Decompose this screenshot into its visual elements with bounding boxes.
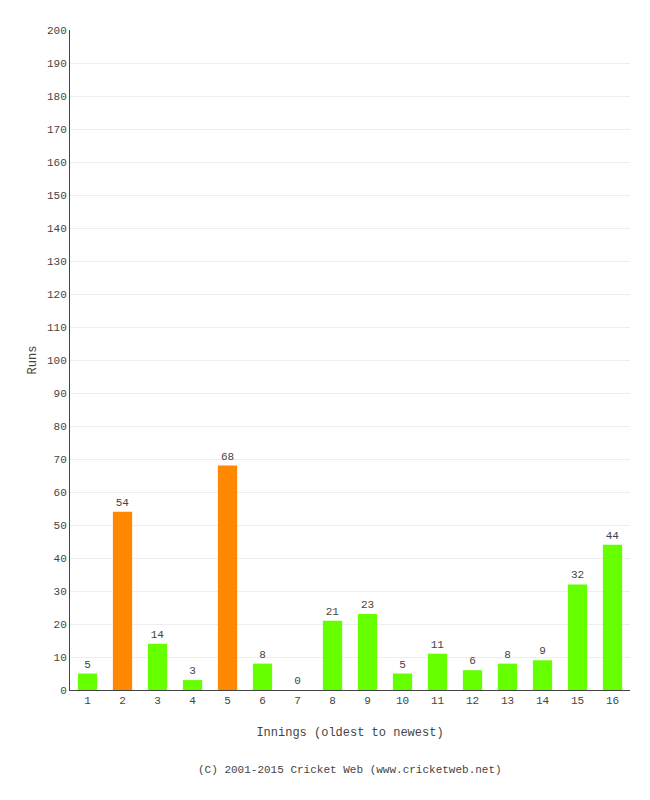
- svg-text:15: 15: [571, 695, 584, 707]
- svg-text:8: 8: [259, 649, 266, 661]
- svg-text:3: 3: [189, 665, 196, 677]
- svg-text:50: 50: [54, 520, 67, 532]
- svg-text:80: 80: [54, 421, 67, 433]
- svg-text:120: 120: [47, 289, 67, 301]
- svg-text:190: 190: [47, 58, 67, 70]
- svg-text:10: 10: [54, 652, 67, 664]
- svg-text:14: 14: [151, 629, 165, 641]
- svg-text:140: 140: [47, 223, 67, 235]
- svg-text:5: 5: [224, 695, 231, 707]
- svg-text:4: 4: [189, 695, 196, 707]
- svg-text:0: 0: [60, 685, 67, 697]
- svg-text:Innings (oldest to newest): Innings (oldest to newest): [256, 726, 443, 740]
- svg-text:8: 8: [504, 649, 511, 661]
- svg-text:150: 150: [47, 190, 67, 202]
- svg-text:11: 11: [431, 639, 445, 651]
- svg-text:10: 10: [396, 695, 409, 707]
- svg-text:23: 23: [361, 599, 374, 611]
- svg-text:44: 44: [606, 530, 620, 542]
- svg-text:8: 8: [329, 695, 336, 707]
- svg-text:60: 60: [54, 487, 67, 499]
- svg-text:100: 100: [47, 355, 67, 367]
- svg-text:20: 20: [54, 619, 67, 631]
- svg-text:6: 6: [469, 655, 476, 667]
- svg-text:0: 0: [294, 675, 301, 687]
- svg-text:13: 13: [501, 695, 514, 707]
- svg-text:2: 2: [119, 695, 126, 707]
- svg-text:54: 54: [116, 497, 130, 509]
- svg-text:9: 9: [539, 645, 546, 657]
- svg-text:130: 130: [47, 256, 67, 268]
- svg-text:9: 9: [364, 695, 371, 707]
- svg-text:110: 110: [47, 322, 67, 334]
- svg-text:11: 11: [431, 695, 445, 707]
- svg-text:1: 1: [84, 695, 91, 707]
- svg-text:30: 30: [54, 586, 67, 598]
- svg-text:16: 16: [606, 695, 619, 707]
- svg-text:7: 7: [294, 695, 301, 707]
- svg-text:3: 3: [154, 695, 161, 707]
- svg-text:180: 180: [47, 91, 67, 103]
- svg-text:5: 5: [84, 659, 91, 671]
- svg-text:21: 21: [326, 606, 340, 618]
- svg-text:(C) 2001-2015 Cricket Web (www: (C) 2001-2015 Cricket Web (www.cricketwe…: [198, 764, 502, 776]
- svg-text:Runs: Runs: [26, 346, 40, 375]
- svg-text:5: 5: [399, 659, 406, 671]
- svg-text:68: 68: [221, 451, 234, 463]
- svg-text:90: 90: [54, 388, 67, 400]
- svg-text:14: 14: [536, 695, 550, 707]
- svg-text:40: 40: [54, 553, 67, 565]
- svg-text:160: 160: [47, 157, 67, 169]
- svg-text:12: 12: [466, 695, 479, 707]
- svg-text:6: 6: [259, 695, 266, 707]
- svg-text:170: 170: [47, 124, 67, 136]
- svg-text:70: 70: [54, 454, 67, 466]
- svg-text:32: 32: [571, 569, 584, 581]
- svg-text:200: 200: [47, 25, 67, 37]
